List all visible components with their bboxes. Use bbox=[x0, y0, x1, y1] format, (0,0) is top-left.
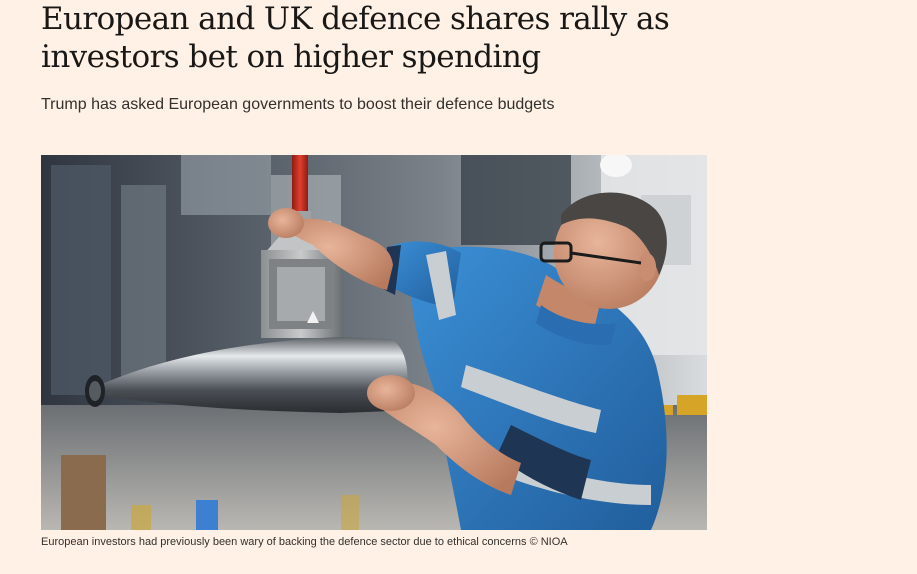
article-standfirst: Trump has asked European governments to … bbox=[41, 96, 555, 113]
factory-photo bbox=[41, 155, 707, 530]
article-headline: European and UK defence shares rally as … bbox=[41, 0, 801, 76]
article-main-image bbox=[41, 155, 707, 530]
image-caption: European investors had previously been w… bbox=[41, 536, 568, 548]
headline-line-1: European and UK defence shares rally as bbox=[41, 1, 670, 37]
headline-line-2: investors bet on higher spending bbox=[41, 39, 541, 75]
